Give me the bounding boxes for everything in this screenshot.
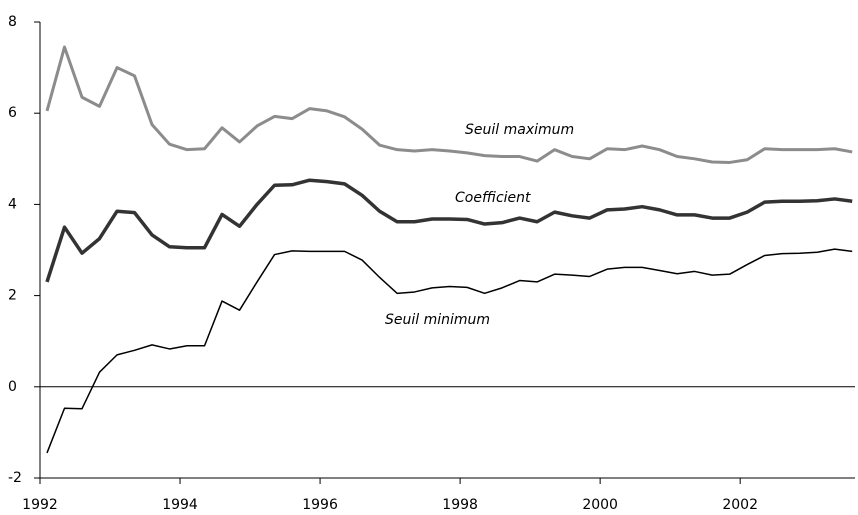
y-tick-label: 6 [8, 105, 17, 121]
y-tick-label: 8 [8, 14, 17, 30]
series-line [46, 248, 853, 454]
series-line [45, 45, 853, 164]
x-tick-label: 1996 [302, 497, 338, 513]
y-tick-label: -2 [8, 470, 22, 486]
series-label: Seuil maximum [465, 122, 574, 138]
series-label: Seuil minimum [385, 312, 490, 328]
y-tick-label: 4 [8, 196, 17, 212]
x-tick-label: 2000 [582, 497, 618, 513]
y-tick-label: 2 [8, 288, 17, 304]
x-tick-label: 1994 [162, 497, 198, 513]
series-line [45, 178, 853, 283]
x-tick-label: 1992 [22, 497, 58, 513]
y-tick-label: 0 [8, 379, 17, 395]
x-tick-label: 2002 [722, 497, 758, 513]
series-label: Coefficient [455, 190, 531, 206]
x-tick-label: 1998 [442, 497, 478, 513]
